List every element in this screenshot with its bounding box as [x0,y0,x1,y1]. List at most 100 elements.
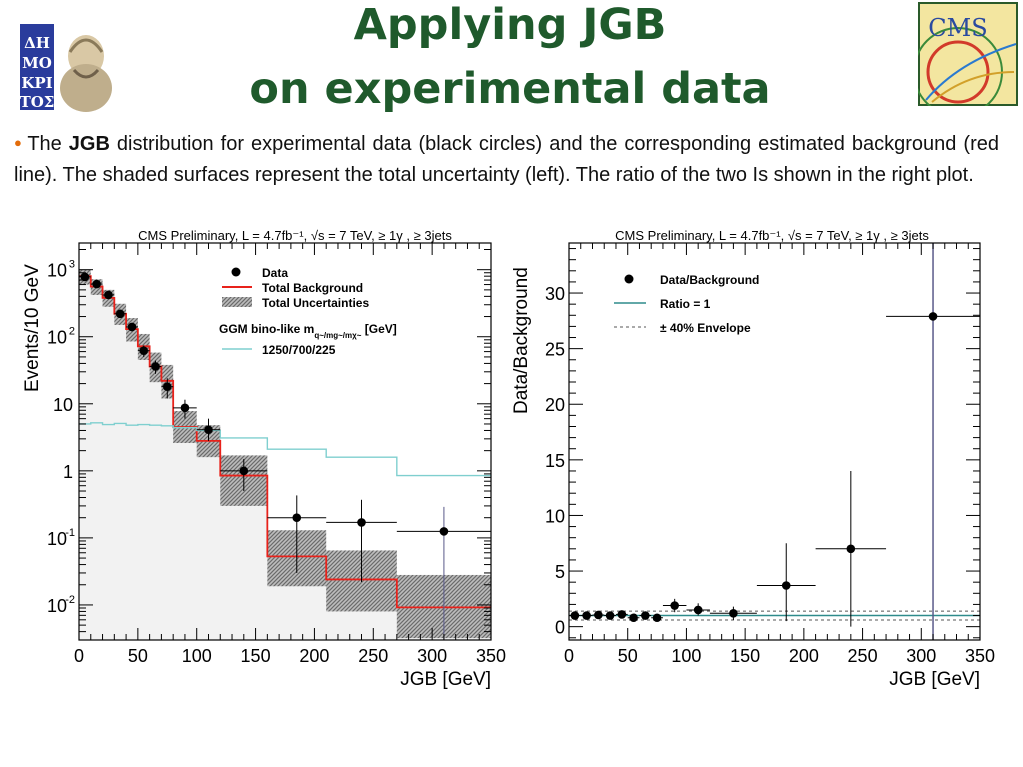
chart-title: CMS Preliminary, L = 4.7fb⁻¹, √s = 7 TeV… [138,228,452,243]
data-marker [162,382,172,391]
caption-text: ● The JGB distribution for experimental d… [14,127,999,191]
y-tick-label: 10 [47,328,67,348]
y-tick-label: 0 [555,618,565,638]
ratio-point [662,598,687,613]
data-point [126,322,138,332]
logo-letters-1: ΔΗ [24,34,50,52]
background-fill-area [79,276,491,640]
ratio-point [756,543,816,622]
data-point [161,378,174,399]
y-tick-label: 25 [545,340,565,360]
x-tick-label: 150 [241,646,271,666]
x-tick-label: 350 [476,646,506,666]
ratio-marker [846,544,856,554]
y-axis-label: Events/10 GeV [22,264,43,392]
x-tick-label: 200 [789,646,819,666]
data-marker [80,272,90,282]
data-point [326,499,397,582]
y-tick-label: 10 [47,529,67,549]
y-tick-exponent: 3 [69,259,75,271]
legend-data-label: Data [262,266,288,280]
y-tick-label: 10 [47,261,67,281]
ratio-point [709,606,757,620]
ratio-marker [594,610,603,620]
caption-part-1: The [27,133,69,155]
x-tick-label: 150 [730,646,760,666]
data-marker [104,290,113,300]
data-point [114,309,127,319]
democritus-logo: ΔΗ ΜΟ ΚΡΙ ΤΟΣ [20,24,112,112]
ratio-marker [729,609,738,618]
data-point [173,399,197,419]
ratio-marker [617,610,627,619]
y-tick-label: 15 [545,451,565,471]
logo-letters-3: ΚΡΙ [21,74,52,92]
caption-bold-term: JGB [68,133,110,155]
ratio-point [592,610,605,620]
data-point [137,345,150,357]
y-axis-label: Data/Background [511,267,532,414]
legend-uncertainty-swatch [222,297,252,307]
legend-ratio-one-label: Ratio = 1 [660,297,711,311]
slide-title-line-1: Applying JGB [353,0,667,50]
data-marker [204,425,213,435]
data-point [102,290,115,300]
data-marker [239,466,249,476]
y-tick-label: 30 [545,284,565,304]
y-tick-label: 10 [545,506,565,526]
ratio-point [627,613,640,623]
ratio-point [886,243,980,640]
x-tick-label: 300 [906,646,936,666]
data-point [90,279,103,289]
legend-model-label: GGM bino-like mq~/mg~/mχ~ [GeV] [219,322,397,340]
y-tick-label: 10 [53,395,73,415]
data-point [396,506,491,640]
y-tick-exponent: -1 [65,527,75,539]
data-marker [115,309,125,319]
x-tick-label: 0 [74,646,84,666]
x-tick-label: 50 [128,646,148,666]
ratio-marker [629,613,638,623]
legend-envelope-label: ± 40% Envelope [660,321,751,335]
y-tick-label: 5 [555,562,565,582]
logo-letters-4: ΤΟΣ [20,93,55,111]
legend-background-label: Total Background [262,281,363,295]
x-tick-label: 100 [671,646,701,666]
bullet-icon: ● [14,135,24,150]
signal-model-line [79,422,491,477]
ratio-marker [582,611,591,620]
ratio-point [686,603,710,616]
ratio-point [615,610,628,619]
x-tick-label: 50 [618,646,638,666]
chart-title: CMS Preliminary, L = 4.7fb⁻¹, √s = 7 TeV… [615,228,929,243]
ratio-marker [605,611,615,620]
data-marker [127,322,137,332]
ratio-point [815,470,887,627]
legend-uncertainty-label: Total Uncertainties [262,296,369,310]
data-point [149,360,162,374]
data-marker [357,518,366,527]
x-tick-label: 350 [965,646,995,666]
ratio-point [639,611,652,620]
data-point [79,272,91,282]
ratio-marker [652,613,662,623]
caption-part-2: distribution for experimental data (blac… [14,133,999,186]
x-tick-label: 200 [299,646,329,666]
data-marker [139,346,149,355]
ratio-marker [781,581,791,590]
legend-ratio-marker [624,274,634,284]
data-marker [92,279,101,289]
ratio-marker [693,605,703,615]
x-tick-label: 0 [564,646,574,666]
y-tick-label: 1 [63,462,73,482]
ratio-point [604,611,616,620]
data-point [220,459,268,492]
legend-signal-label: 1250/700/225 [262,343,336,357]
y-tick-exponent: -2 [65,594,75,606]
legend-ratio-label: Data/Background [660,273,759,287]
plot-frame [78,242,492,641]
ratio-point [580,611,593,620]
legend-data-marker [231,267,241,277]
ratio-marker [670,601,679,610]
